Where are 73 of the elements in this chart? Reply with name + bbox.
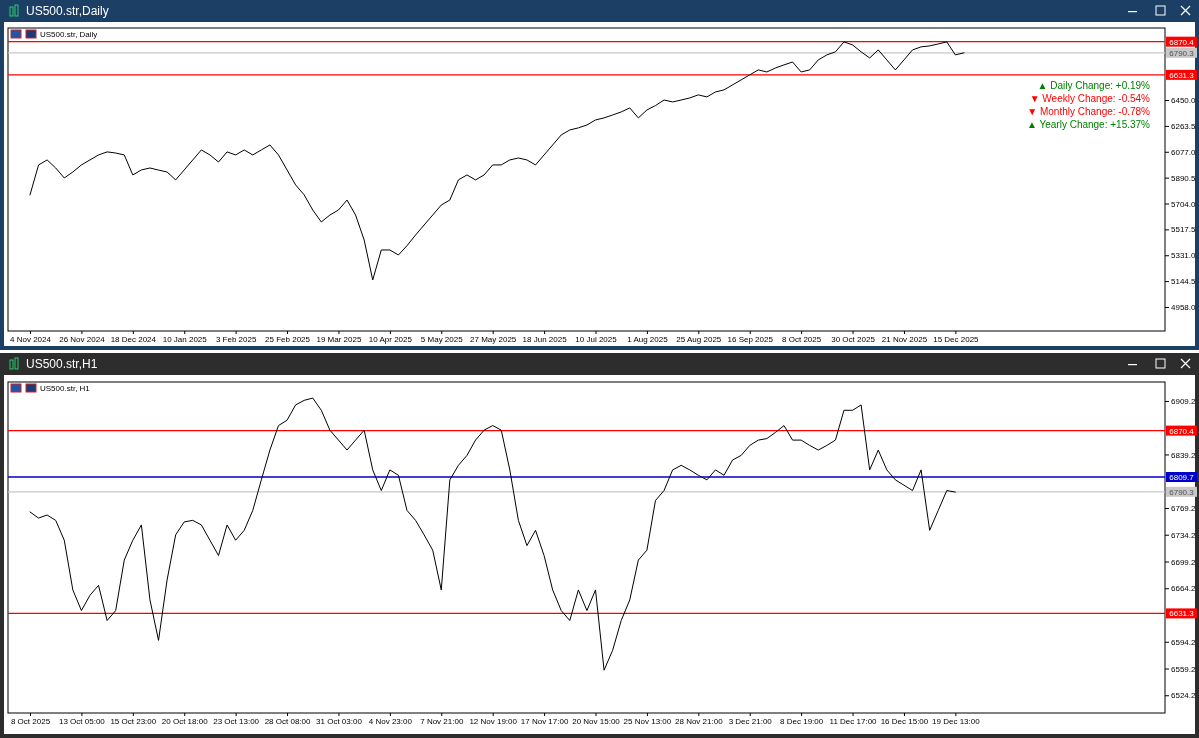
ref-line-label: 6870.4 <box>1169 37 1195 47</box>
chart-subtitle: US500.str, H1 <box>40 384 91 393</box>
x-tick-label: 11 Dec 17:00 <box>829 716 878 726</box>
x-tick-label: 4 Nov 23:00 <box>368 716 413 726</box>
ref-line-label: 6790.3 <box>1169 48 1195 58</box>
y-tick-label: 6450.0 <box>1171 96 1197 106</box>
ref-line-label: 6809.7 <box>1169 473 1195 483</box>
x-tick-label: 26 Nov 2024 <box>59 334 106 344</box>
ref-line-label: 6790.3 <box>1169 487 1195 497</box>
y-tick-label: 6263.5 <box>1171 121 1197 131</box>
y-tick-label: 5890.5 <box>1171 173 1197 183</box>
y-tick-label: 6769.2 <box>1171 504 1197 514</box>
line-series <box>29 397 956 671</box>
line-series <box>29 41 965 281</box>
y-tick-label: 4958.0 <box>1171 303 1197 313</box>
x-tick-label: 1 Aug 2025 <box>627 334 669 344</box>
x-tick-label: 4 Nov 2024 <box>10 334 52 344</box>
annotation: ▲ Yearly Change: +15.37% <box>1026 119 1151 130</box>
y-tick-label: 6559.2 <box>1171 664 1197 674</box>
y-tick-label: 6664.2 <box>1171 584 1197 594</box>
x-tick-label: 12 Nov 19:00 <box>469 716 518 726</box>
y-tick-label: 6734.2 <box>1171 530 1197 540</box>
chart-subtitle: US500.str, Daily <box>40 30 98 39</box>
x-tick-label: 20 Oct 18:00 <box>161 716 209 726</box>
x-tick-label: 18 Dec 2024 <box>110 334 157 344</box>
y-tick-label: 5517.5 <box>1171 225 1197 235</box>
x-tick-label: 31 Oct 03:00 <box>316 716 363 726</box>
x-tick-label: 20 Nov 15:00 <box>572 716 621 726</box>
x-tick-label: 21 Nov 2025 <box>881 334 928 344</box>
y-tick-label: 5331.0 <box>1171 251 1197 261</box>
x-tick-label: 8 Oct 2025 <box>782 334 822 344</box>
ref-line-label: 6631.3 <box>1169 609 1195 619</box>
x-tick-label: 18 Jun 2025 <box>522 334 568 344</box>
x-tick-label: 25 Aug 2025 <box>676 334 722 344</box>
ref-line-label: 6870.4 <box>1169 426 1195 436</box>
x-tick-label: 10 Jul 2025 <box>575 334 618 344</box>
x-tick-label: 3 Feb 2025 <box>215 334 257 344</box>
x-tick-label: 28 Oct 08:00 <box>264 716 311 726</box>
x-tick-label: 27 May 2025 <box>470 334 517 344</box>
ref-line-label: 6631.3 <box>1169 70 1195 80</box>
x-tick-label: 30 Oct 2025 <box>831 334 876 344</box>
chart-title: US500.str,Daily <box>26 4 109 18</box>
y-tick-label: 6594.2 <box>1171 637 1197 647</box>
x-tick-label: 8 Dec 19:00 <box>780 716 824 726</box>
y-tick-label: 5704.0 <box>1171 199 1197 209</box>
annotation: ▼ Monthly Change: -0.78% <box>1027 106 1151 117</box>
y-tick-label: 6909.2 <box>1171 397 1197 407</box>
x-tick-label: 17 Nov 17:00 <box>520 716 569 726</box>
y-tick-label: 6699.2 <box>1171 557 1197 567</box>
x-tick-label: 10 Apr 2025 <box>368 334 413 344</box>
x-tick-label: 16 Dec 15:00 <box>880 716 929 726</box>
x-tick-label: 23 Oct 13:00 <box>213 716 260 726</box>
x-tick-label: 25 Feb 2025 <box>265 334 311 344</box>
x-tick-label: 15 Oct 23:00 <box>110 716 157 726</box>
x-tick-label: 13 Oct 05:00 <box>59 716 106 726</box>
y-tick-label: 6077.0 <box>1171 147 1197 157</box>
x-tick-label: 28 Nov 21:00 <box>675 716 724 726</box>
chart-title: US500.str,H1 <box>26 357 98 371</box>
x-tick-label: 19 Dec 13:00 <box>932 716 981 726</box>
x-tick-label: 19 Mar 2025 <box>316 334 362 344</box>
x-tick-label: 3 Dec 21:00 <box>728 716 773 726</box>
x-tick-label: 10 Jan 2025 <box>162 334 208 344</box>
x-tick-label: 25 Nov 13:00 <box>623 716 672 726</box>
y-tick-label: 5144.5 <box>1171 277 1197 287</box>
x-tick-label: 16 Sep 2025 <box>727 334 774 344</box>
x-tick-label: 8 Oct 2025 <box>10 716 51 726</box>
annotation: ▲ Daily Change: +0.19% <box>1037 80 1151 91</box>
x-tick-label: 15 Dec 2025 <box>933 334 980 344</box>
y-tick-label: 6524.2 <box>1171 691 1197 701</box>
x-tick-label: 7 Nov 21:00 <box>420 716 464 726</box>
y-tick-label: 6839.2 <box>1171 450 1197 460</box>
annotation: ▼ Weekly Change: -0.54% <box>1029 93 1151 104</box>
x-tick-label: 5 May 2025 <box>420 334 464 344</box>
